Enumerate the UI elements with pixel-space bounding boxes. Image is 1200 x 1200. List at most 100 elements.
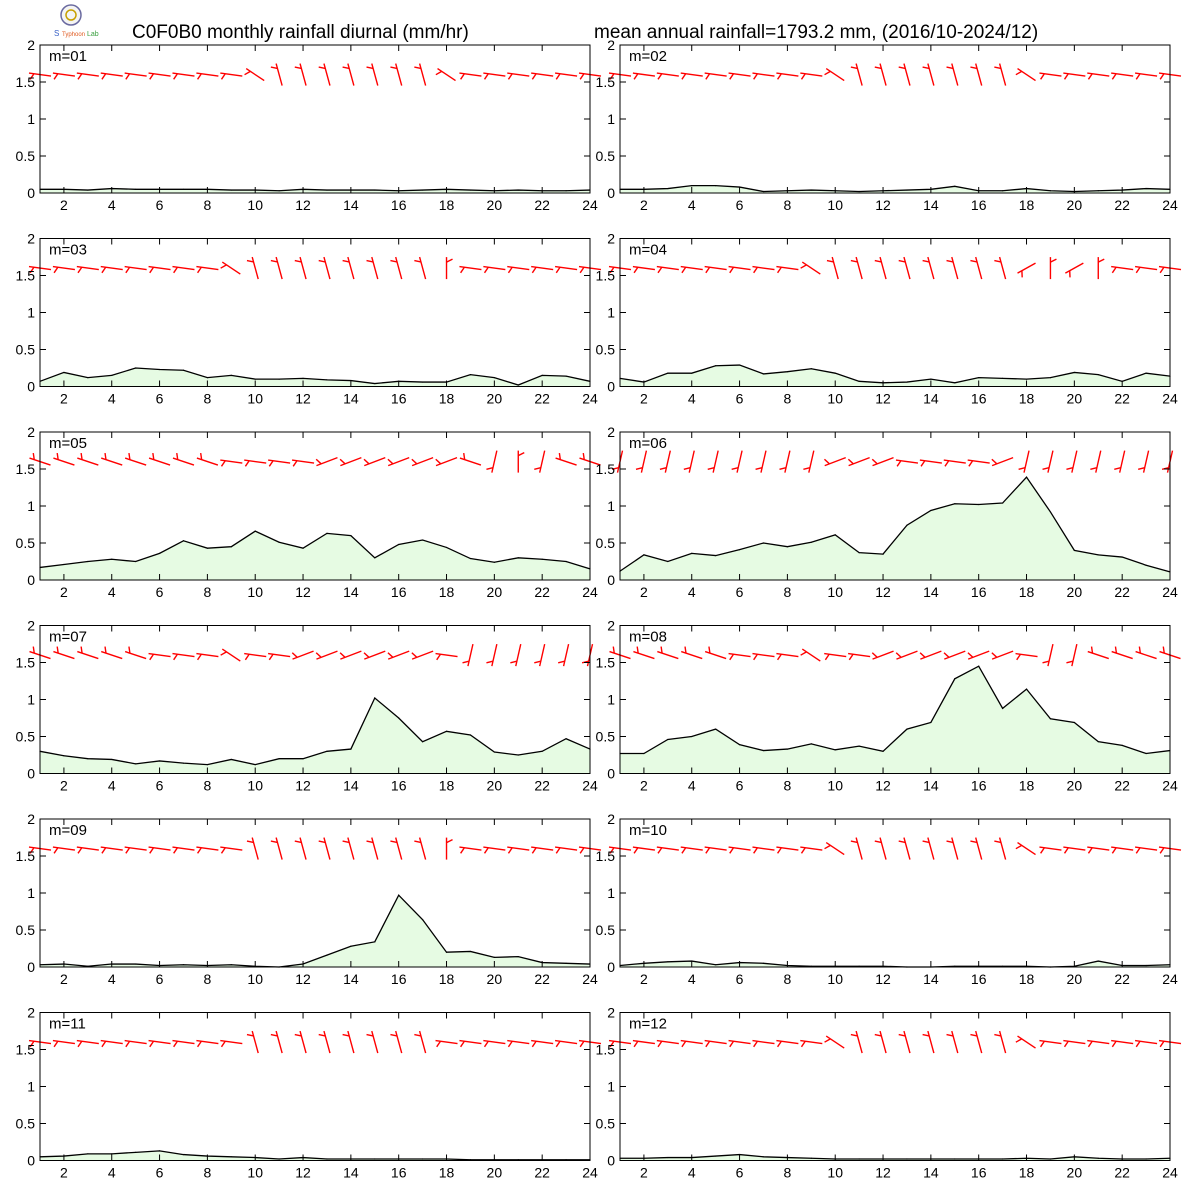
wind-barb-shaft	[656, 72, 679, 77]
wind-barb-feather	[246, 1033, 254, 1037]
wind-barb-feather	[363, 652, 370, 658]
x-tick-label: 2	[640, 971, 648, 987]
wind-barb	[363, 456, 386, 467]
wind-barb	[220, 1039, 243, 1048]
wind-barb-shaft	[148, 265, 171, 271]
wind-barb-shaft	[896, 650, 918, 660]
wind-barb	[270, 837, 283, 860]
wind-barb-shaft	[991, 650, 1014, 660]
wind-barb-feather	[1042, 660, 1050, 664]
wind-barb-shaft	[124, 72, 147, 77]
wind-barb	[246, 837, 259, 860]
wind-barb	[244, 652, 267, 661]
wind-barb-shaft	[895, 459, 919, 464]
x-tick-label: 8	[203, 197, 211, 213]
rainfall-line	[40, 187, 591, 192]
wind-barb-feather	[946, 66, 954, 70]
x-tick-label: 18	[1019, 1165, 1035, 1181]
x-tick-label: 12	[875, 1165, 891, 1181]
wind-barb-feather	[173, 73, 179, 80]
wind-barb-feather	[318, 259, 326, 263]
rainfall-area	[40, 531, 590, 580]
wind-barb	[824, 652, 847, 661]
wind-barb	[294, 837, 307, 860]
x-tick-label: 6	[736, 778, 744, 794]
x-tick-label: 18	[439, 391, 455, 407]
wind-barb	[486, 643, 498, 667]
wind-barb-shaft	[1047, 643, 1054, 667]
y-tick-label: 2	[607, 618, 615, 634]
wind-barb-feather	[555, 266, 561, 274]
wind-barb	[339, 650, 362, 660]
wind-barb-shaft	[275, 1030, 283, 1054]
wind-barb-shaft	[1071, 450, 1078, 473]
wind-barb-feather	[871, 458, 878, 465]
wind-barb-feather	[1114, 467, 1121, 470]
wind-barb-feather	[994, 840, 1002, 844]
wind-barb	[294, 1030, 307, 1054]
wind-barb-shaft	[275, 837, 283, 860]
wind-barb-shaft	[872, 456, 894, 467]
wind-barb	[922, 256, 935, 280]
wind-barb-feather	[517, 451, 525, 457]
y-tick-label: 2	[27, 231, 35, 247]
wind-barb-feather	[390, 840, 398, 844]
wind-barb-feather	[968, 460, 974, 467]
wind-barb-shaft	[776, 846, 799, 851]
wind-barb	[943, 650, 966, 660]
x-tick-label: 10	[827, 1165, 843, 1181]
x-tick-label: 16	[391, 197, 407, 213]
wind-barb-feather	[633, 266, 639, 274]
wind-barb-shaft	[1063, 846, 1086, 851]
wind-barb-shaft	[411, 456, 434, 467]
wind-barb	[922, 63, 935, 86]
wind-barb-feather	[609, 73, 615, 80]
wind-barb-feather	[315, 652, 322, 658]
wind-barb-shaft	[52, 1039, 76, 1045]
wind-barb	[507, 265, 530, 274]
wind-barb	[728, 72, 751, 80]
wind-barb-feather	[196, 653, 202, 661]
wind-barb	[633, 646, 655, 660]
wind-barb-feather	[946, 840, 954, 844]
wind-barb-feather	[411, 458, 418, 465]
wind-barb	[946, 837, 959, 860]
wind-barb-feather	[1087, 847, 1093, 854]
wind-barb-shaft	[824, 456, 846, 467]
wind-barb-feather	[342, 259, 350, 263]
wind-barb-feather	[1159, 847, 1165, 854]
rainfall-line	[39, 530, 591, 570]
wind-barb-feather	[318, 1033, 326, 1037]
wind-barb	[850, 837, 863, 860]
rainfall-line	[619, 476, 1171, 573]
wind-barb-feather	[244, 70, 251, 76]
wind-barb-shaft	[998, 63, 1007, 86]
wind-barb-shaft	[100, 846, 123, 851]
wind-barb-shaft	[855, 256, 863, 280]
wind-barb-shaft	[1134, 1039, 1158, 1045]
wind-barb-shaft	[323, 1030, 331, 1054]
wind-barb-feather	[994, 1033, 1002, 1037]
x-tick-label: 2	[60, 778, 68, 794]
wind-barb-shaft	[991, 456, 1014, 467]
wind-barb-shaft	[1017, 842, 1036, 856]
wind-barb-feather	[946, 259, 954, 263]
wind-barb-feather	[657, 73, 663, 80]
wind-barb	[632, 1039, 656, 1048]
wind-barb	[124, 1039, 147, 1048]
wind-barb	[52, 1039, 76, 1048]
wind-barb-feather	[390, 1033, 398, 1037]
wind-barb	[246, 1030, 259, 1054]
wind-barb	[172, 452, 195, 466]
x-tick-label: 22	[1114, 778, 1130, 794]
wind-barb-shaft	[1039, 846, 1062, 851]
wind-barb-shaft	[459, 457, 482, 466]
panel-month-1: 00.511.522 4 6 8 10 12 14 16 18 20 22 24m=01	[16, 37, 602, 213]
wind-barb-feather	[483, 266, 489, 274]
wind-barb-feather	[753, 653, 759, 661]
x-tick-label: 22	[534, 391, 550, 407]
chart-title-left: C0F0B0 monthly rainfall diurnal (mm/hr)	[132, 22, 469, 43]
wind-barb-feather	[294, 1033, 302, 1037]
wind-barb-feather	[1063, 1040, 1069, 1048]
wind-barb-feather	[1159, 1040, 1165, 1048]
